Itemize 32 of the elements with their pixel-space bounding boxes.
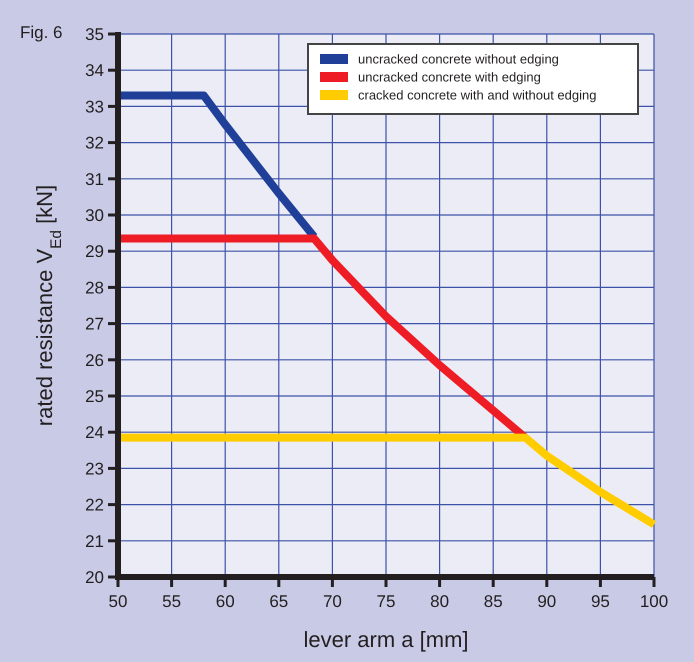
y-tick-label: 25 [85, 386, 104, 406]
chart-title: Fig. 6 [20, 23, 63, 42]
x-tick-label: 90 [537, 592, 556, 611]
legend-label: uncracked concrete with edging [358, 70, 541, 85]
y-tick-label: 33 [85, 97, 104, 116]
y-tick-label: 32 [85, 134, 104, 153]
x-tick-label: 95 [590, 592, 610, 611]
y-tick-label: 34 [85, 61, 104, 80]
y-tick-label: 28 [85, 278, 104, 298]
x-tick-label: 55 [162, 592, 182, 611]
x-tick-label: 50 [108, 592, 128, 611]
y-tick-label: 24 [85, 423, 104, 442]
y-tick-label: 20 [85, 568, 104, 587]
x-tick-label: 70 [322, 592, 342, 611]
x-tick-label: 75 [376, 592, 396, 611]
x-tick-label: 65 [269, 592, 288, 611]
x-axis-title: lever arm a [mm] [303, 627, 469, 652]
y-tick-label: 30 [85, 206, 104, 225]
x-tick-label: 80 [430, 592, 450, 611]
y-tick-label: 29 [85, 242, 104, 262]
y-tick-label: 23 [85, 459, 104, 478]
y-tick-label: 26 [85, 350, 104, 370]
x-tick-label: 100 [640, 592, 668, 611]
x-tick-label: 85 [484, 592, 503, 611]
x-tick-label: 60 [216, 592, 235, 611]
y-tick-label: 27 [85, 314, 104, 334]
y-tick-label: 35 [85, 24, 104, 44]
y-tick-label: 22 [85, 496, 104, 515]
legend-label: cracked concrete with and without edging [358, 88, 596, 103]
y-tick-label: 31 [85, 170, 104, 189]
y-tick-label: 21 [85, 532, 104, 551]
legend-label: uncracked concrete without edging [358, 52, 559, 67]
